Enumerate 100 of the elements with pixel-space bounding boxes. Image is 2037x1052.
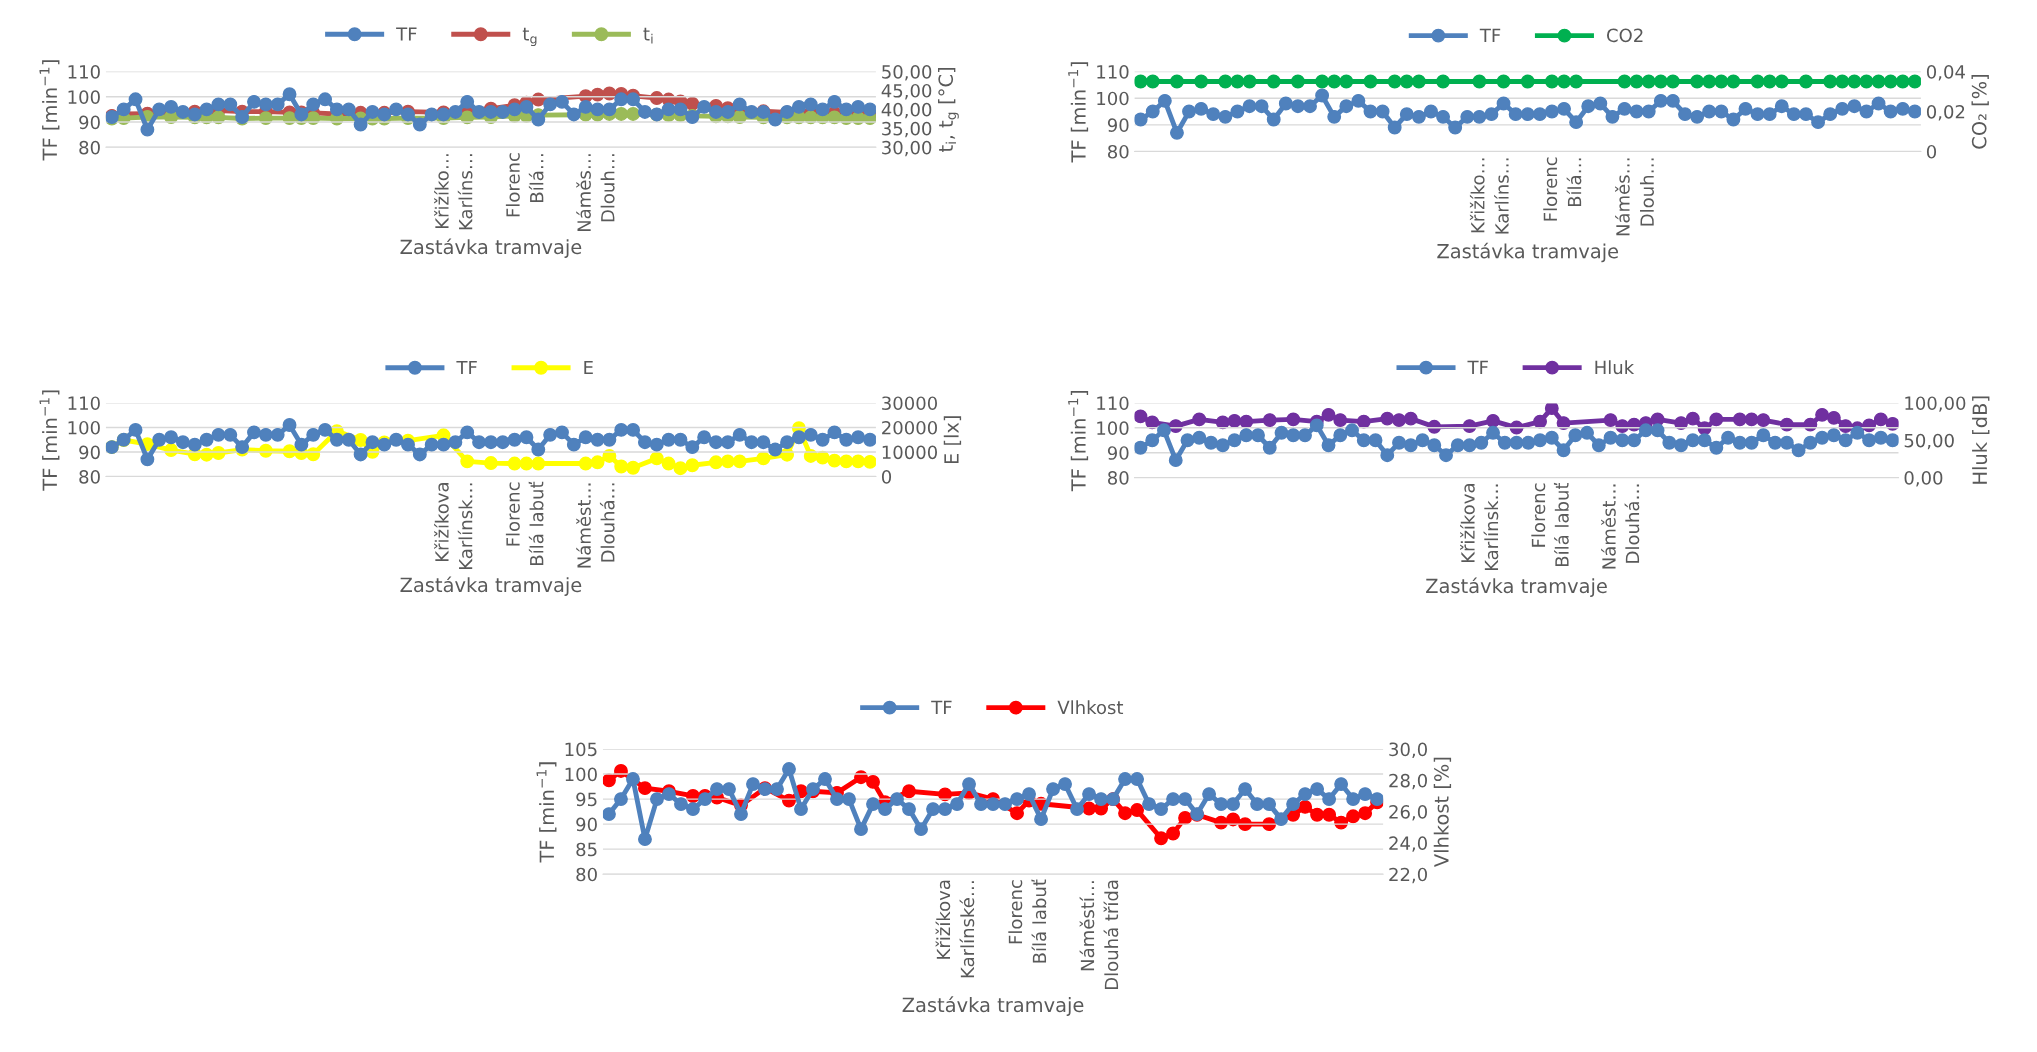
x-tick-label: Náměs… [1615,158,1630,236]
x-tick-label: Dlouhá… [1624,484,1640,563]
point [1166,826,1181,841]
y2-axis-title: Vlhkost [%] [1433,757,1452,867]
x-tick-label: Florenc [505,153,520,217]
legend-label: E [584,360,593,375]
x-tick-label: Karlíns… [457,154,473,230]
y2-tick-label: 50,00 [1904,433,1954,450]
x-tick-label: Křižíkova [1460,484,1475,563]
x-tick-label: Bílá… [1566,158,1582,207]
point [1709,412,1724,427]
point [1392,413,1406,428]
y-tick-label: 110 [1097,396,1129,411]
legend-label: t$_{g}$ [522,27,537,47]
y2-tick-label: 35,00 [882,121,932,138]
y-tick-label: 100 [68,420,100,435]
x-axis-title: Zastávka tramvaje [1437,242,1619,263]
point [732,454,747,469]
y-tick-label: 100 [565,767,597,782]
point [673,461,688,476]
y-tick-label: 80 [79,470,100,484]
legend-label: TF [396,27,417,41]
y2-tick-label: 30000 [882,396,938,411]
point [590,455,605,470]
y-tick-label: 100 [1097,421,1129,435]
point [709,455,723,470]
y-tick-label: 105 [565,742,597,757]
x-tick-label: Bílá labuť [1553,482,1569,566]
x-tick-label: Křižíko… [1469,158,1485,233]
point [1130,803,1145,817]
y-tick-label: 110 [68,396,100,411]
y-tick-label: 90 [1107,118,1129,132]
y-tick-label: 80 [79,140,100,155]
point [1732,412,1747,427]
y2-tick-label: 24,0 [1389,836,1427,852]
point [1380,411,1395,426]
point [614,459,629,474]
legend-label: TF [931,700,952,714]
x-tick-label: Dlouh… [600,154,615,222]
point [1744,412,1759,427]
legend-label: TF [1479,28,1501,42]
x-axis-title: Zastávka tramvaje [400,238,582,259]
point [851,454,866,469]
x-tick-label: Bílá… [528,154,544,202]
y2-tick-label: 0 [1926,144,1937,159]
point [866,774,880,789]
point [1321,407,1336,422]
point [1346,809,1361,824]
y-tick-label: 110 [68,65,100,79]
point [1322,807,1337,822]
point [1010,806,1024,821]
point [1826,410,1841,425]
point [1756,413,1771,428]
y-tick-label: 90 [79,445,100,460]
point [1685,411,1700,426]
point [1873,412,1888,427]
x-tick-label: Náměst… [576,483,591,568]
point [1286,412,1301,427]
legend-label: Hluk [1595,360,1635,375]
x-tick-label: Karlínsk… [1483,484,1499,571]
point [626,107,641,121]
y2-tick-label: 10000 [882,445,938,460]
point [661,456,676,471]
point [902,784,916,799]
y2-axis-title: CO₂ [%] [1971,74,1989,149]
x-tick-label: Bílá labuť [1031,879,1047,963]
point [756,451,771,466]
point [519,456,534,471]
x-tick-label: Křižíkova [935,880,951,959]
x-axis-title: Zastávka tramvaje [1426,577,1607,598]
x-tick-label: Florenc [1531,483,1546,547]
point [863,454,876,469]
point [1486,413,1500,428]
y-axis-title: TF [min$^{−1}$] [1068,391,1089,492]
y2-axis-title: E [lx] [943,416,962,464]
x-tick-label: Karlínské… [959,881,975,978]
point [353,433,368,447]
point [460,454,475,469]
y2-tick-label: 50,00 [882,65,932,81]
point [507,456,522,471]
point [649,451,664,466]
legend-label: TF [456,360,477,375]
y-axis-title: TF [min$^{−1}$] [536,762,557,863]
x-tick-label: Dlouhá třída [1103,880,1119,989]
point [1192,412,1207,427]
y-tick-label: 90 [576,817,597,832]
y2-axis-title: t$_{i}$, t$_{g}$ [°C] [938,68,959,152]
x-tick-label: Křižíko… [434,154,449,229]
x-tick-label: Náměstí… [1079,881,1095,971]
point [1262,413,1277,428]
y-tick-label: 90 [79,115,100,130]
y-tick-label: 80 [1108,471,1129,485]
point [720,454,735,469]
x-tick-label: Dlouhá… [599,483,615,562]
point [1227,413,1242,428]
y-axis-title: TF [min$^{−1}$] [39,60,60,161]
y-tick-label: 80 [576,867,597,882]
y2-tick-label: 0 [881,470,892,484]
y-tick-label: 100 [68,90,100,104]
point [578,456,593,471]
